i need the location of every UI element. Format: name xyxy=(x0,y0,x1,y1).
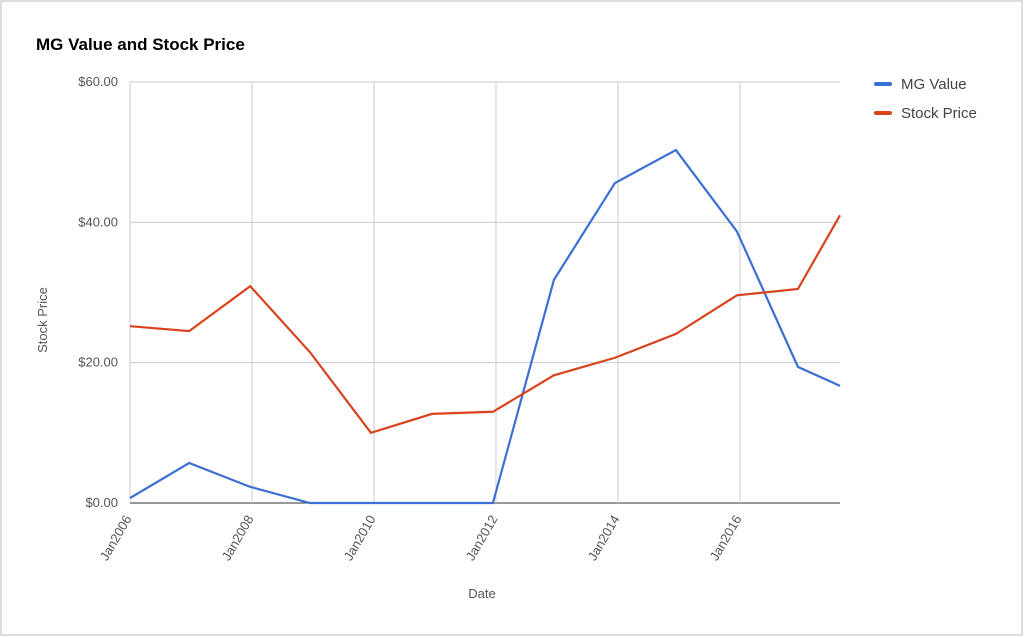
x-axis-label: Date xyxy=(468,586,495,601)
y-tick-label: $0.00 xyxy=(85,495,118,510)
legend-label: MG Value xyxy=(901,76,967,93)
series-line xyxy=(129,214,841,435)
y-axis-label: Stock Price xyxy=(35,287,50,353)
y-tick-label: $40.00 xyxy=(78,214,118,229)
legend-label: Stock Price xyxy=(901,105,977,122)
chart-title: MG Value and Stock Price xyxy=(36,35,245,54)
y-tick-label: $60.00 xyxy=(78,74,118,89)
series-line xyxy=(129,148,841,505)
y-tick-label: $20.00 xyxy=(78,355,118,370)
